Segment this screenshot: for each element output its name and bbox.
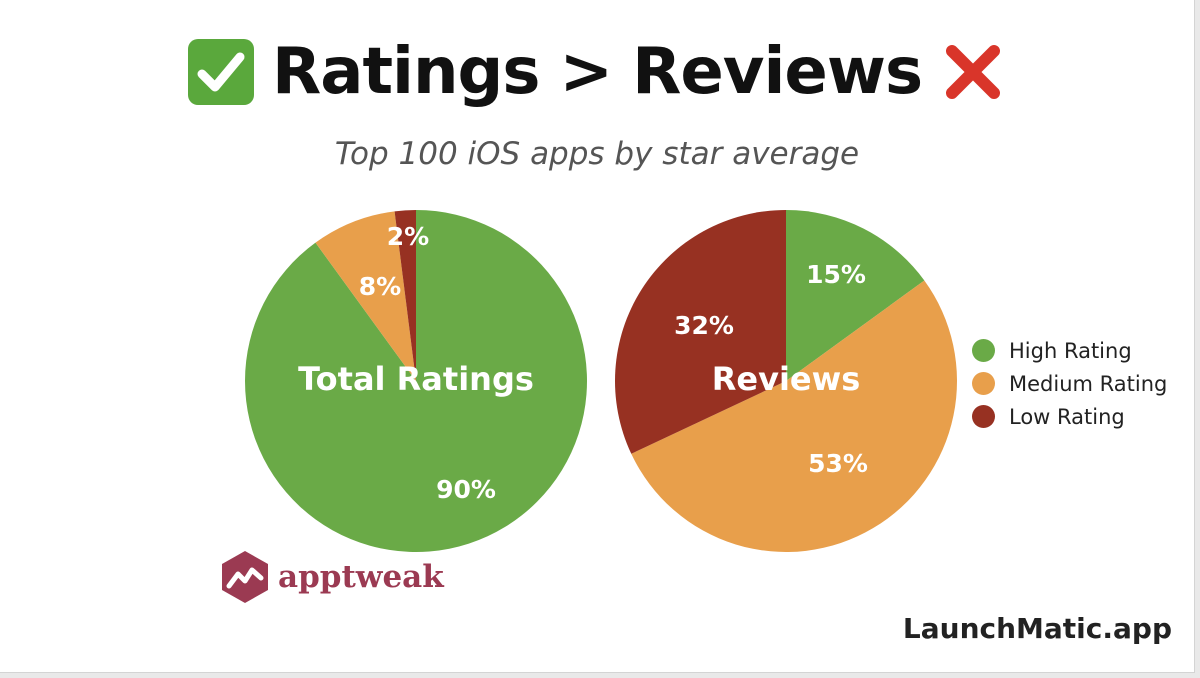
legend-label-medium: Medium Rating <box>1009 371 1168 396</box>
pie-1-slice-medium <box>315 211 416 381</box>
legend-label-low: Low Rating <box>1009 404 1125 429</box>
pie-1-label-medium: 8% <box>359 272 401 301</box>
cross-mark-icon <box>940 39 1006 105</box>
pie-2-label-high: 15% <box>806 260 866 289</box>
legend-swatch-low <box>972 405 995 428</box>
legend-item-low: Low Rating <box>972 400 1167 433</box>
credit-text: LaunchMatic.app <box>902 612 1172 645</box>
logo-text: apptweak <box>278 559 444 595</box>
pie-1-center-label: Total Ratings <box>298 360 534 398</box>
pie-2-center-label: Reviews <box>712 360 860 398</box>
pie-1-label-low: 2% <box>387 222 429 251</box>
apptweak-logo: apptweak <box>220 550 444 604</box>
pie-1-slice-low <box>394 210 416 381</box>
pie-1-label-high: 90% <box>436 475 496 504</box>
pie-2-label-low: 32% <box>674 311 734 340</box>
apptweak-hexagon-icon <box>222 551 268 603</box>
check-mark-icon <box>187 39 254 105</box>
pie-2-slice-medium <box>631 280 957 552</box>
pie-chart-2: 15% 53% 32% Reviews <box>615 210 957 552</box>
legend-label-high: High Rating <box>1009 338 1132 363</box>
legend-item-high: High Rating <box>972 334 1167 367</box>
title-left-word: Ratings <box>271 35 540 109</box>
title-right-word: Reviews <box>632 35 923 109</box>
pie-2-slice-high <box>786 210 925 381</box>
page-title: Ratings > Reviews <box>0 22 1194 122</box>
subtitle: Top 100 iOS apps by star average <box>334 136 860 172</box>
chart-legend: High Rating Medium Rating Low Rating <box>972 334 1167 433</box>
title-separator: > <box>559 35 613 109</box>
legend-item-medium: Medium Rating <box>972 367 1167 400</box>
legend-swatch-medium <box>972 372 995 395</box>
pie-2-slice-low <box>615 210 786 454</box>
legend-swatch-high <box>972 339 995 362</box>
pie-chart-1: 90% 8% 2% Total Ratings <box>245 210 588 552</box>
pie-2-label-medium: 53% <box>808 449 868 478</box>
